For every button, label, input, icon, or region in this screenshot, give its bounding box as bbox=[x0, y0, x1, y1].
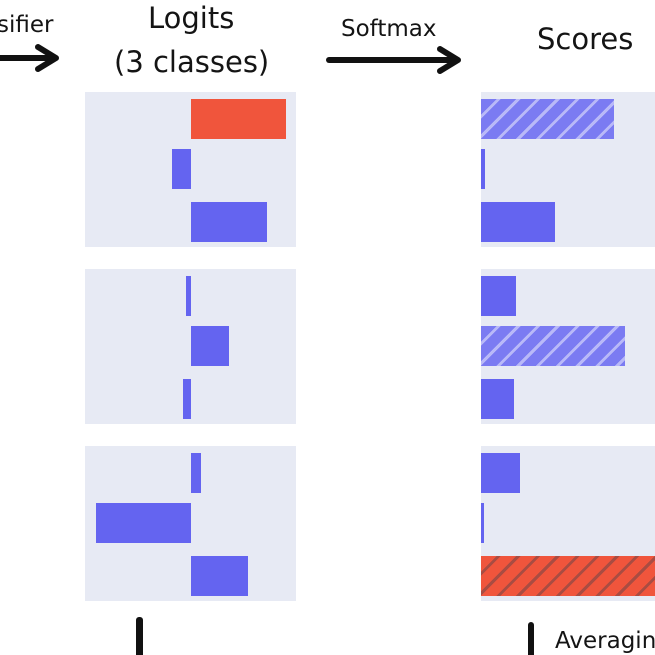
averaging-label: Averagin bbox=[555, 628, 655, 654]
classifier-arrow bbox=[0, 44, 59, 72]
score-bar-1-1 bbox=[481, 99, 614, 139]
score-bar-2-2 bbox=[481, 326, 625, 366]
score-bar-2-1 bbox=[481, 276, 516, 316]
score-bar-3-2 bbox=[481, 503, 484, 543]
softmax-arrow bbox=[326, 46, 461, 74]
softmax-label: Softmax bbox=[341, 16, 437, 42]
logit-bar-3-3 bbox=[191, 556, 248, 596]
logits-title: Logits bbox=[148, 1, 235, 35]
logits-subtitle: (3 classes) bbox=[114, 45, 270, 79]
scores-title: Scores bbox=[537, 22, 634, 56]
score-bar-1-2 bbox=[481, 149, 485, 189]
score-bar-3-3 bbox=[481, 556, 655, 596]
classifier-label: sifier bbox=[0, 12, 54, 38]
score-bar-2-3 bbox=[481, 379, 515, 419]
logit-bar-1-1 bbox=[191, 99, 286, 139]
logit-bar-2-1 bbox=[186, 276, 191, 316]
logits-down-connector bbox=[136, 617, 143, 655]
logit-bar-3-2 bbox=[96, 503, 191, 543]
logit-bar-2-3 bbox=[183, 379, 191, 419]
score-bar-1-3 bbox=[481, 202, 555, 242]
scores-down-connector bbox=[528, 622, 534, 655]
logit-bar-1-3 bbox=[191, 202, 267, 242]
score-bar-3-1 bbox=[481, 453, 520, 493]
logit-bar-1-2 bbox=[172, 149, 191, 189]
logit-bar-2-2 bbox=[191, 326, 229, 366]
logit-bar-3-1 bbox=[191, 453, 201, 493]
